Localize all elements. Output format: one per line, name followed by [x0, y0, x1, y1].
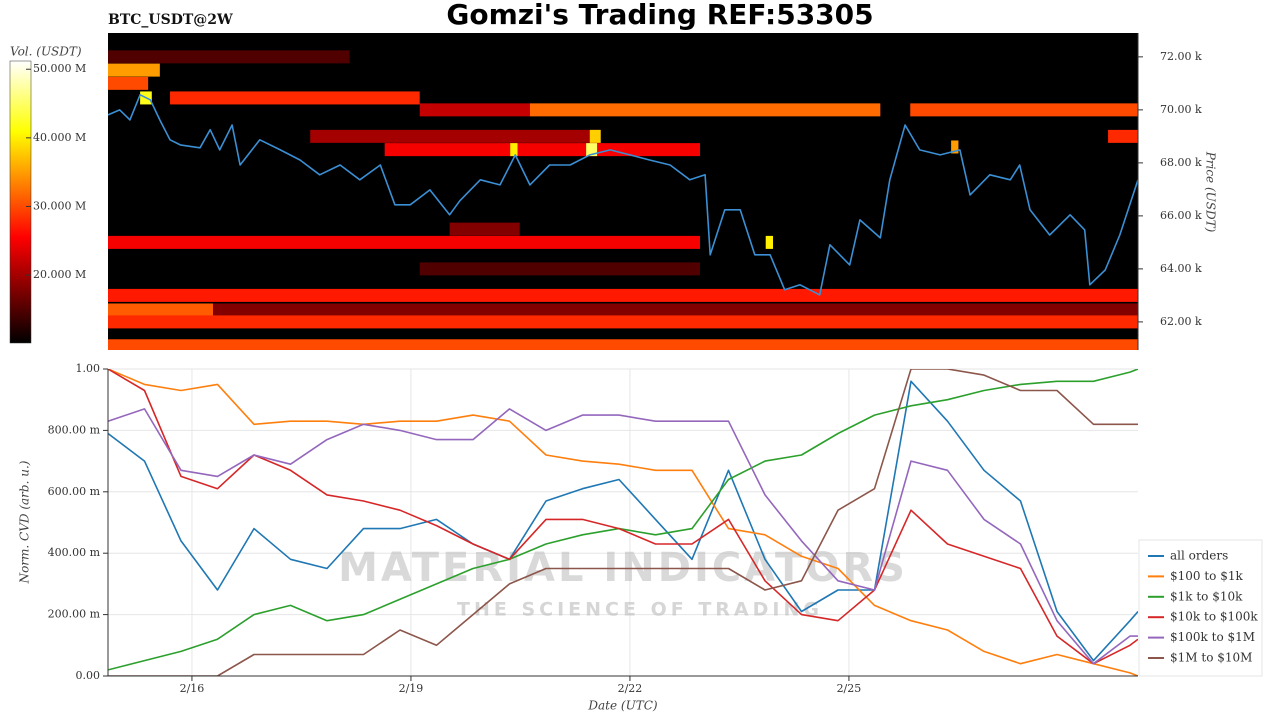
- legend-label: $100k to $1M: [1170, 630, 1255, 644]
- legend-label: $100 to $1k: [1170, 569, 1243, 583]
- x-axis-title: Date (UTC): [587, 699, 657, 713]
- cvd-line: [108, 408, 1138, 665]
- cvd-line: [108, 369, 1138, 671]
- heat-cell: [108, 288, 1138, 302]
- legend-box: [1138, 539, 1263, 677]
- x-tick-label: 2/19: [399, 682, 424, 695]
- heat-cell: [951, 140, 959, 154]
- heat-cell: [449, 222, 520, 236]
- price-tick-label: 62.00 k: [1160, 315, 1202, 328]
- price-tick-label: 68.00 k: [1160, 156, 1202, 169]
- symbol-label: BTC_USDT@2W: [108, 12, 233, 28]
- heat-cell: [510, 143, 518, 157]
- heat-cell: [529, 103, 881, 117]
- cvd-background: [108, 369, 1138, 676]
- heat-cell: [589, 129, 601, 143]
- legend: all orders $100 to $1k $1k to $10k $10k to …: [1148, 549, 1258, 665]
- price-tick-label: 64.00 k: [1160, 262, 1202, 275]
- colorbar-tick-label: 30.000 M: [33, 199, 86, 212]
- heat-cell: [910, 103, 1138, 117]
- colorbar-label: Vol. (USDT): [10, 45, 82, 59]
- price-tick-label: 70.00 k: [1160, 103, 1202, 116]
- y-tick-label: 800.00 m: [48, 423, 101, 436]
- heat-cell: [586, 143, 598, 157]
- heat-cell: [108, 63, 160, 77]
- chart-title: Gomzi's Trading REF:53305: [446, 0, 873, 31]
- colorbar-tick-label: 50.000 M: [33, 62, 86, 75]
- heat-cell: [108, 339, 1138, 350]
- heat-cell: [170, 91, 420, 105]
- heatmap-layer: [108, 50, 1138, 350]
- colorbar: [9, 60, 32, 344]
- heat-cell: [108, 235, 701, 249]
- heat-cell: [310, 129, 601, 143]
- colorbar-tick-label: 40.000 M: [33, 131, 86, 144]
- legend-label: $10k to $100k: [1170, 610, 1258, 624]
- y-axis-title: Norm. CVD (arb. u.): [18, 460, 32, 584]
- heat-cell: [108, 50, 350, 64]
- x-tick-label: 2/16: [180, 682, 205, 695]
- y-tick-label: 600.00 m: [48, 485, 101, 498]
- legend-label: $1k to $10k: [1170, 589, 1243, 603]
- cvd-lines: [108, 369, 1138, 676]
- y-tick-label: 400.00 m: [48, 546, 101, 559]
- heat-cell: [108, 76, 149, 90]
- cvd-line: [108, 369, 1138, 665]
- heat-cell: [108, 315, 1138, 329]
- heat-cell: [384, 143, 701, 157]
- legend-label: all orders: [1170, 549, 1228, 563]
- heat-cell: [419, 262, 701, 276]
- x-tick-label: 2/25: [837, 682, 862, 695]
- cvd-line: [108, 380, 1138, 662]
- y-tick-label: 0.00: [76, 669, 101, 682]
- heat-cell: [213, 303, 1138, 317]
- price-axis-title: Price (USDT): [1204, 151, 1218, 233]
- price-line: [108, 94, 1138, 296]
- legend-label: $1M to $10M: [1170, 651, 1252, 665]
- cvd-line: [108, 369, 1138, 676]
- price-tick-label: 72.00 k: [1160, 50, 1202, 63]
- heat-cell: [765, 235, 774, 249]
- watermark-tagline: THE SCIENCE OF TRADING: [457, 599, 823, 621]
- price-tick-label: 66.00 k: [1160, 209, 1202, 222]
- cvd-line: [108, 369, 1138, 676]
- heat-cell: [1108, 129, 1138, 143]
- colorbar-tick-label: 20.000 M: [33, 268, 86, 281]
- heatmap-background: [108, 33, 1138, 350]
- heat-cell: [419, 103, 530, 117]
- y-tick-label: 200.00 m: [48, 608, 101, 621]
- heat-cell: [108, 303, 214, 317]
- y-tick-label: 1.00: [76, 362, 101, 375]
- x-tick-label: 2/22: [618, 682, 643, 695]
